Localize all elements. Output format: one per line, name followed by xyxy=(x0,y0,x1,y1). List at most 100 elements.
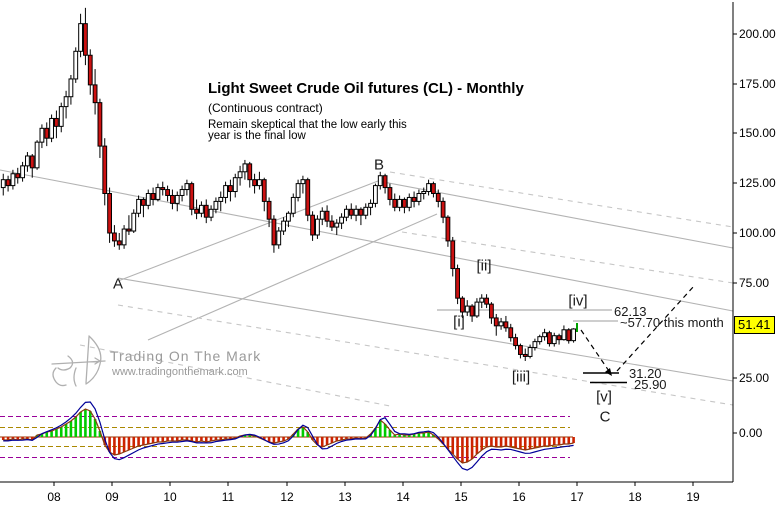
candle-body xyxy=(232,177,238,193)
candle-body xyxy=(474,301,480,317)
candle-body xyxy=(203,204,209,218)
candle-body xyxy=(145,193,151,206)
channel-line-dashed xyxy=(79,344,391,407)
year-axis-label-14: 14 xyxy=(396,490,410,504)
candle-body xyxy=(165,189,170,196)
candle-body xyxy=(213,200,219,210)
candle-body xyxy=(551,335,557,345)
candle-body xyxy=(170,194,175,204)
channel-line-solid xyxy=(0,169,734,312)
candle-body xyxy=(92,84,98,104)
wave-label-A: A xyxy=(112,275,124,293)
candle-body xyxy=(131,212,137,232)
watermark-url: www.tradingonthemark.com xyxy=(112,366,248,378)
projection-dashed-line xyxy=(616,285,695,372)
candle-body xyxy=(508,327,514,339)
wave-label-i: [i] xyxy=(453,313,465,331)
candle-body xyxy=(566,329,572,342)
year-axis-label-16: 16 xyxy=(512,490,526,504)
candle-body xyxy=(493,317,499,327)
candle-body xyxy=(290,196,296,214)
candle-body xyxy=(377,175,383,187)
price-axis-label-175.00: 175.00 xyxy=(739,77,776,91)
candle-body xyxy=(571,328,576,342)
candle-body xyxy=(527,347,533,357)
candle-body xyxy=(25,155,30,167)
candle-body xyxy=(194,208,199,214)
candle-body xyxy=(348,208,354,216)
candle-body xyxy=(498,321,504,327)
analyst-note-line2: year is the final low xyxy=(208,130,306,142)
candle-body xyxy=(431,183,436,194)
candle-body xyxy=(242,163,248,173)
wave-label-B: B xyxy=(373,156,385,174)
year-axis-label-18: 18 xyxy=(628,490,642,504)
candle-body xyxy=(58,106,64,127)
candle-body xyxy=(561,329,567,341)
candle-body xyxy=(464,305,470,313)
candle-body xyxy=(324,210,330,222)
candle-body xyxy=(44,127,50,139)
candle-body xyxy=(392,198,398,208)
candle-body xyxy=(513,337,518,347)
candle-body xyxy=(174,194,180,204)
candle-body xyxy=(344,208,349,218)
candle-body xyxy=(469,305,475,317)
candle-body xyxy=(286,212,291,222)
candle-body xyxy=(305,179,311,216)
candle-body xyxy=(199,204,204,214)
candle-body xyxy=(440,200,446,218)
price-axis-label-0.00: 0.00 xyxy=(739,426,763,440)
candle-body xyxy=(20,165,25,179)
price-target-label-31.20: 31.20 xyxy=(629,366,662,381)
price-target-label-62.13: 62.13 xyxy=(614,304,647,319)
candle-body xyxy=(266,200,272,220)
price-target-label-57.70: ~57.70 this month xyxy=(620,315,724,330)
candle-body xyxy=(39,127,45,143)
candle-body xyxy=(150,193,156,200)
price-axis-label-200.00: 200.00 xyxy=(739,27,776,41)
candle-body xyxy=(136,198,141,214)
candle-body xyxy=(315,218,320,236)
year-axis-label-12: 12 xyxy=(280,490,294,504)
candle-body xyxy=(402,198,407,208)
candle-body xyxy=(276,230,282,246)
wave-label-C: C xyxy=(599,408,611,426)
price-axis-label-150.00: 150.00 xyxy=(739,126,776,140)
wave-label-v: [v] xyxy=(596,388,612,406)
candle-body xyxy=(271,218,277,246)
year-axis-label-13: 13 xyxy=(338,490,352,504)
channel-line-solid xyxy=(117,277,734,382)
candle-body xyxy=(518,345,523,355)
year-axis-label-10: 10 xyxy=(163,490,177,504)
candle-body xyxy=(503,321,509,329)
candle-body xyxy=(49,117,54,139)
candle-body xyxy=(373,185,378,204)
candle-body xyxy=(189,183,195,210)
year-axis-label-15: 15 xyxy=(454,490,468,504)
channel-line-dashed xyxy=(389,171,734,228)
candle-body xyxy=(155,187,161,200)
candle-body xyxy=(445,216,451,242)
candle-body xyxy=(107,193,112,234)
candle-body xyxy=(121,228,127,246)
price-axis-label-125.00: 125.00 xyxy=(739,176,776,190)
price-axis-label-100.00: 100.00 xyxy=(739,226,776,240)
candle-body xyxy=(339,216,344,224)
candle-body xyxy=(334,222,340,228)
candle-body xyxy=(252,179,257,187)
candle-body xyxy=(73,50,79,80)
candle-body xyxy=(547,332,552,345)
candle-body xyxy=(97,102,103,147)
candle-body xyxy=(353,208,359,216)
candle-body xyxy=(556,335,562,341)
wave-label-iii: [iii] xyxy=(511,368,531,386)
channel-line-solid xyxy=(117,180,379,282)
candle-body xyxy=(112,232,117,242)
candle-body xyxy=(435,193,441,202)
candle-body xyxy=(416,193,422,202)
candle-body xyxy=(34,141,40,169)
candle-body xyxy=(358,208,364,216)
